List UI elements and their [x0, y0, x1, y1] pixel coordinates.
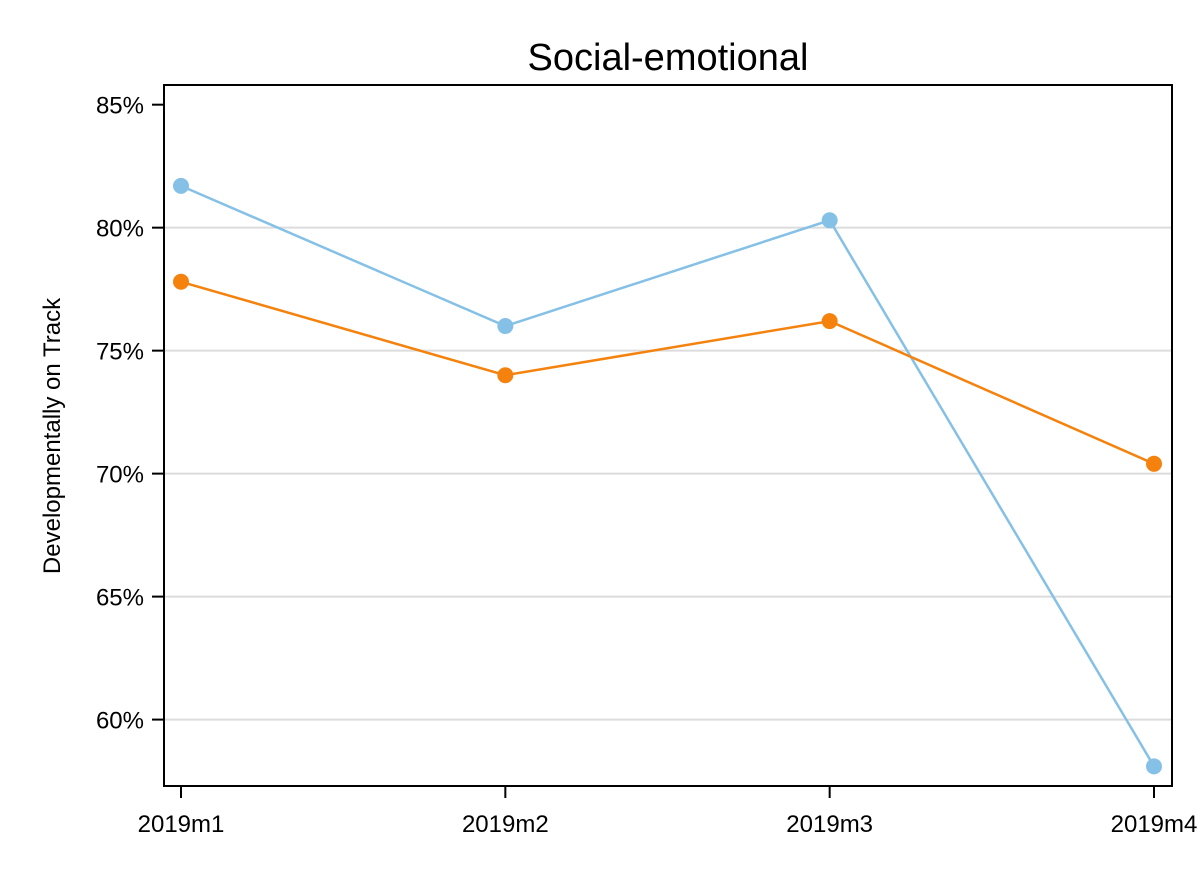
data-point: [821, 313, 838, 330]
data-point: [173, 177, 189, 194]
data-point: [497, 367, 514, 384]
y-axis-title: Developmentally on Track: [39, 297, 66, 574]
x-tick-label: 2019m1: [138, 811, 225, 838]
x-tick-label: 2019m4: [1111, 811, 1198, 838]
x-tick-label: 2019m3: [786, 811, 873, 838]
y-tick-label: 80%: [96, 216, 144, 243]
y-axis-ticks: 60% 65% 70% 75% 80% 85%: [96, 93, 164, 735]
gridlines: [164, 226, 1172, 721]
y-tick-label: 75%: [96, 339, 144, 366]
chart-title: Social-emotional: [528, 37, 809, 79]
series-line-1: [180, 184, 1156, 767]
y-tick-label: 70%: [96, 462, 144, 489]
data-point: [821, 212, 838, 229]
y-tick-label: 85%: [96, 93, 144, 120]
data-point: [497, 318, 514, 335]
x-tick-label: 2019m2: [462, 811, 549, 838]
plot-frame: [163, 84, 1173, 787]
data-point: [1146, 455, 1162, 472]
x-axis-ticks: 2019m1 2019m2 2019m3 2019m4: [138, 786, 1198, 838]
y-tick-label: 65%: [96, 585, 144, 612]
y-tick-label: 60%: [96, 708, 144, 735]
series-points: [173, 177, 1162, 775]
series-line-2: [180, 280, 1155, 465]
data-point: [173, 273, 189, 290]
data-point: [1146, 758, 1162, 775]
series-lines: [180, 184, 1156, 767]
